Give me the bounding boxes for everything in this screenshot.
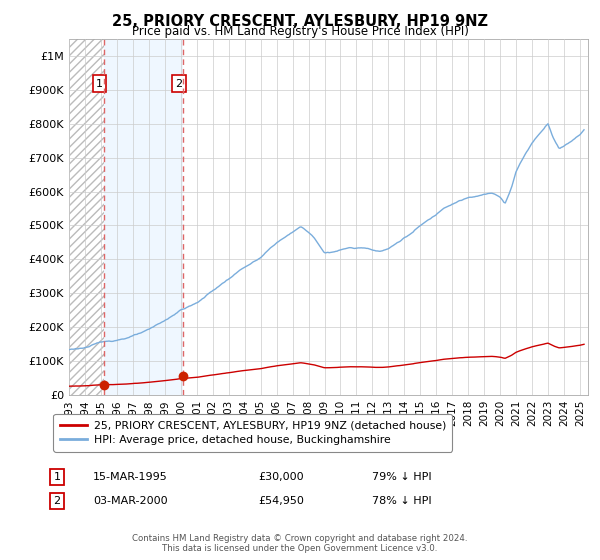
Text: £30,000: £30,000 [258,472,304,482]
Text: 79% ↓ HPI: 79% ↓ HPI [372,472,431,482]
Text: 15-MAR-1995: 15-MAR-1995 [93,472,168,482]
Legend: 25, PRIORY CRESCENT, AYLESBURY, HP19 9NZ (detached house), HPI: Average price, d: 25, PRIORY CRESCENT, AYLESBURY, HP19 9NZ… [53,414,452,451]
Text: 1: 1 [96,78,103,88]
Text: 2: 2 [175,78,182,88]
Text: £54,950: £54,950 [258,496,304,506]
Text: 25, PRIORY CRESCENT, AYLESBURY, HP19 9NZ: 25, PRIORY CRESCENT, AYLESBURY, HP19 9NZ [112,14,488,29]
Bar [69,39,104,395]
Text: Price paid vs. HM Land Registry's House Price Index (HPI): Price paid vs. HM Land Registry's House … [131,25,469,38]
Text: Contains HM Land Registry data © Crown copyright and database right 2024.
This d: Contains HM Land Registry data © Crown c… [132,534,468,553]
Text: 03-MAR-2000: 03-MAR-2000 [93,496,167,506]
Text: 1: 1 [53,472,61,482]
Text: 78% ↓ HPI: 78% ↓ HPI [372,496,431,506]
Text: 2: 2 [53,496,61,506]
Bar [104,39,184,395]
